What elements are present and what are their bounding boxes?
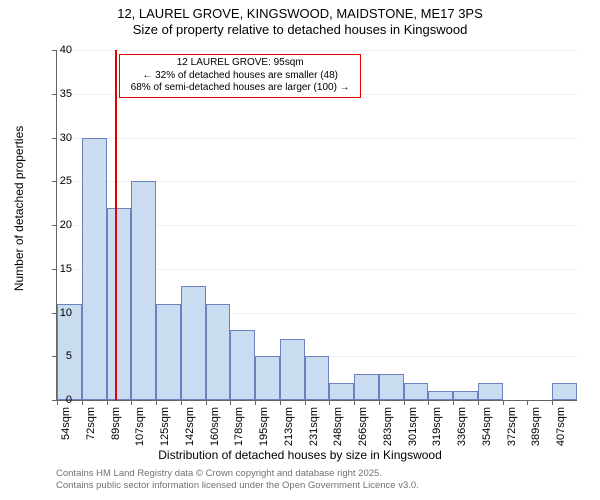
x-tick-label: 389sqm [530, 407, 542, 449]
x-tick-mark [453, 400, 454, 405]
x-tick-label: 301sqm [407, 407, 419, 449]
bar [404, 383, 429, 401]
bar [230, 330, 255, 400]
x-tick-label: 213sqm [283, 407, 295, 449]
x-axis-label: Distribution of detached houses by size … [0, 448, 600, 462]
y-axis-label: Number of detached properties [12, 126, 26, 291]
x-tick-label: 407sqm [555, 407, 567, 449]
x-tick-mark [82, 400, 83, 405]
title-block: 12, LAUREL GROVE, KINGSWOOD, MAIDSTONE, … [0, 0, 600, 39]
y-tick-label: 20 [52, 219, 72, 231]
marker-line [115, 50, 117, 400]
bar [206, 304, 231, 400]
bar [354, 374, 379, 400]
x-tick-label: 142sqm [184, 407, 196, 449]
x-tick-label: 195sqm [258, 407, 270, 449]
x-tick-mark [206, 400, 207, 405]
x-tick-mark [404, 400, 405, 405]
x-tick-mark [280, 400, 281, 405]
x-tick-mark [428, 400, 429, 405]
x-tick-mark [230, 400, 231, 405]
x-tick-label: 54sqm [60, 407, 72, 449]
x-tick-mark [503, 400, 504, 405]
y-tick-label: 35 [52, 88, 72, 100]
attribution: Contains HM Land Registry data © Crown c… [56, 468, 419, 492]
y-tick-label: 30 [52, 132, 72, 144]
annotation-line2: ← 32% of detached houses are smaller (48… [124, 70, 356, 83]
annotation-line3: 68% of semi-detached houses are larger (… [124, 82, 356, 95]
x-tick-mark [131, 400, 132, 405]
x-tick-label: 72sqm [85, 407, 97, 449]
x-tick-label: 160sqm [209, 407, 221, 449]
y-tick-label: 15 [52, 263, 72, 275]
bar [428, 391, 453, 400]
attribution-line-1: Contains HM Land Registry data © Crown c… [56, 468, 419, 480]
bar [379, 374, 404, 400]
y-tick-label: 25 [52, 175, 72, 187]
x-tick-mark [181, 400, 182, 405]
x-tick-label: 125sqm [159, 407, 171, 449]
bar [305, 356, 330, 400]
x-tick-label: 248sqm [332, 407, 344, 449]
y-tick-label: 40 [52, 44, 72, 56]
x-tick-mark [379, 400, 380, 405]
bar [255, 356, 280, 400]
x-tick-label: 354sqm [481, 407, 493, 449]
x-tick-mark [107, 400, 108, 405]
x-tick-mark [305, 400, 306, 405]
x-tick-label: 107sqm [134, 407, 146, 449]
title-line-1: 12, LAUREL GROVE, KINGSWOOD, MAIDSTONE, … [0, 6, 600, 22]
x-tick-mark [552, 400, 553, 405]
bar [181, 286, 206, 400]
bar [107, 208, 132, 401]
x-tick-label: 266sqm [357, 407, 369, 449]
x-tick-label: 178sqm [233, 407, 245, 449]
y-tick-label: 10 [52, 307, 72, 319]
bar [131, 181, 156, 400]
plot-area: 12 LAUREL GROVE: 95sqm← 32% of detached … [56, 50, 577, 401]
title-line-2: Size of property relative to detached ho… [0, 22, 600, 38]
gridline [57, 138, 577, 139]
annotation-line1: 12 LAUREL GROVE: 95sqm [124, 57, 356, 70]
bar [478, 383, 503, 401]
annotation-box: 12 LAUREL GROVE: 95sqm← 32% of detached … [119, 54, 361, 98]
x-tick-mark [354, 400, 355, 405]
gridline [57, 50, 577, 51]
x-tick-label: 89sqm [110, 407, 122, 449]
x-tick-mark [527, 400, 528, 405]
x-tick-mark [478, 400, 479, 405]
x-tick-mark [255, 400, 256, 405]
x-tick-mark [156, 400, 157, 405]
x-tick-label: 336sqm [456, 407, 468, 449]
x-tick-mark [329, 400, 330, 405]
bar [82, 138, 107, 401]
y-tick-label: 0 [52, 394, 72, 406]
bar [280, 339, 305, 400]
x-tick-label: 372sqm [506, 407, 518, 449]
x-tick-label: 231sqm [308, 407, 320, 449]
x-tick-label: 283sqm [382, 407, 394, 449]
attribution-line-2: Contains public sector information licen… [56, 480, 419, 492]
y-tick-label: 5 [52, 350, 72, 362]
bar [552, 383, 577, 401]
x-tick-label: 319sqm [431, 407, 443, 449]
bar [453, 391, 478, 400]
bar [329, 383, 354, 401]
bar [156, 304, 181, 400]
